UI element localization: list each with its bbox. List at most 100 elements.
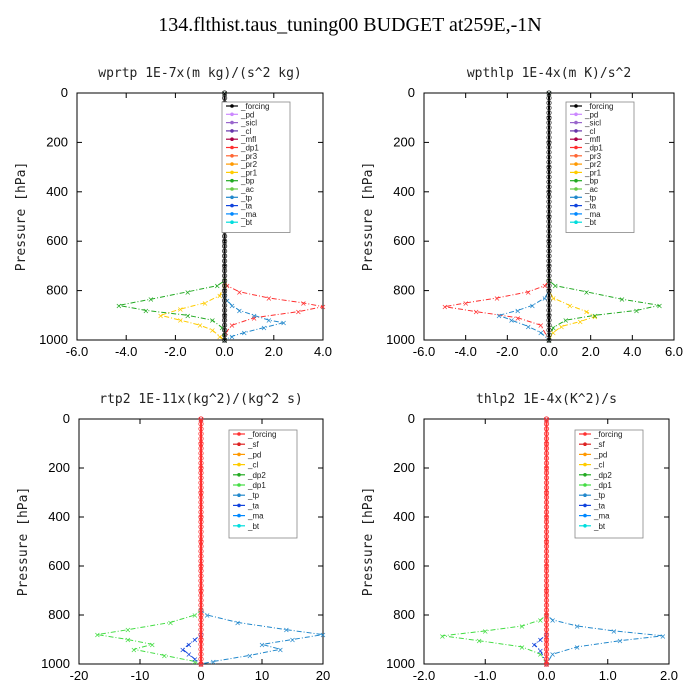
legend-marker bbox=[574, 104, 578, 108]
legend-entry: _pr2 bbox=[240, 160, 258, 169]
data-point-marker: × bbox=[537, 321, 544, 330]
data-point-marker: × bbox=[219, 324, 226, 333]
zero-line-marker bbox=[198, 578, 204, 584]
y-tick-label: 0 bbox=[61, 85, 68, 100]
legend-marker bbox=[574, 212, 578, 216]
zero-line-marker bbox=[198, 587, 204, 594]
x-tick-label: -1.0 bbox=[474, 668, 496, 683]
zero-line-marker bbox=[222, 248, 228, 254]
legend-entry: _sf bbox=[593, 440, 605, 449]
legend-entry: _pd bbox=[593, 450, 607, 459]
zero-line-marker bbox=[222, 273, 228, 279]
zero-line-marker bbox=[543, 631, 550, 638]
data-point-marker: × bbox=[439, 632, 446, 641]
data-point-marker: × bbox=[619, 295, 626, 304]
data-point-marker: × bbox=[583, 308, 590, 317]
data-point-marker: × bbox=[558, 322, 565, 331]
legend-marker bbox=[230, 129, 234, 133]
zero-line-marker bbox=[546, 332, 552, 338]
series-line-dp1 bbox=[442, 419, 547, 665]
zero-line-marker bbox=[546, 253, 552, 259]
data-point-marker: × bbox=[300, 299, 307, 308]
data-point-marker: × bbox=[198, 415, 205, 424]
zero-line-marker bbox=[222, 278, 228, 284]
legend-marker bbox=[237, 513, 241, 518]
zero-line-marker bbox=[543, 543, 550, 550]
zero-line-marker bbox=[543, 435, 550, 442]
zero-line-marker bbox=[198, 651, 204, 657]
zero-line-marker bbox=[543, 475, 550, 481]
data-point-marker: × bbox=[546, 287, 553, 296]
zero-line-marker bbox=[546, 169, 552, 175]
legend-entry: _bp bbox=[240, 177, 255, 186]
series-line-dp1 bbox=[444, 93, 550, 341]
series-line-ta bbox=[181, 419, 202, 665]
data-point-marker: × bbox=[550, 294, 557, 303]
legend-marker bbox=[230, 137, 234, 141]
data-point-marker: × bbox=[519, 643, 526, 652]
data-point-marker: × bbox=[198, 660, 205, 669]
data-point-marker: × bbox=[633, 306, 640, 315]
y-tick-label: 0 bbox=[408, 85, 415, 100]
y-tick-label: 1000 bbox=[386, 332, 415, 347]
x-tick-label: -20 bbox=[70, 668, 89, 683]
data-point-marker: × bbox=[546, 237, 553, 246]
data-point-marker: × bbox=[221, 89, 228, 98]
legend-marker bbox=[574, 145, 578, 150]
legend-entry: _ma bbox=[240, 210, 257, 219]
zero-line-marker bbox=[198, 421, 204, 427]
legend-entry: _tp bbox=[593, 491, 606, 500]
zero-line-marker bbox=[546, 317, 552, 323]
zero-line-marker bbox=[543, 494, 550, 500]
figure-title: 134.flthist.taus_tuning00 BUDGET at259E,… bbox=[158, 14, 542, 36]
zero-line-marker bbox=[543, 519, 550, 525]
zero-line-marker bbox=[546, 95, 552, 101]
data-point-marker: × bbox=[543, 538, 550, 547]
y-tick-label: 200 bbox=[393, 134, 415, 149]
legend-entry: _dp2 bbox=[593, 471, 612, 480]
zero-line-marker bbox=[546, 174, 552, 180]
data-point-marker: × bbox=[543, 415, 550, 424]
y-tick-label: 400 bbox=[393, 184, 415, 199]
data-point-marker: × bbox=[229, 301, 236, 310]
zero-line-marker bbox=[546, 283, 552, 289]
y-tick-label: 600 bbox=[393, 558, 415, 573]
zero-line-marker bbox=[546, 213, 552, 220]
zero-line-marker bbox=[198, 636, 204, 643]
zero-line-marker bbox=[198, 445, 204, 451]
legend-marker bbox=[237, 503, 241, 508]
data-point-marker: × bbox=[549, 616, 556, 625]
zero-line-marker bbox=[198, 489, 204, 496]
series-line-bp bbox=[118, 93, 226, 341]
zero-line-marker bbox=[198, 460, 204, 466]
data-point-marker: × bbox=[537, 650, 544, 659]
zero-line-marker bbox=[546, 273, 552, 279]
x-tick-label: 4.0 bbox=[623, 344, 641, 359]
data-point-marker: × bbox=[441, 303, 448, 312]
zero-line-marker bbox=[198, 558, 204, 564]
legend-marker bbox=[574, 154, 578, 158]
data-point-marker: × bbox=[149, 640, 156, 649]
data-point-marker: × bbox=[320, 631, 327, 640]
data-point-marker: × bbox=[543, 562, 550, 571]
data-point-marker: × bbox=[577, 317, 584, 326]
y-tick-label: 600 bbox=[393, 233, 415, 248]
data-point-marker: × bbox=[185, 640, 192, 649]
legend-marker bbox=[237, 442, 241, 447]
zero-line-marker bbox=[546, 164, 552, 170]
zero-line-marker bbox=[543, 445, 550, 451]
x-tick-label: 1.0 bbox=[599, 668, 617, 683]
data-point-marker: × bbox=[660, 632, 667, 641]
zero-line-marker bbox=[546, 154, 552, 160]
zero-line-marker bbox=[546, 184, 552, 190]
legend-entry: _pr3 bbox=[240, 152, 258, 161]
zero-line-marker bbox=[198, 592, 204, 599]
legend-entry: _forcing bbox=[240, 102, 269, 111]
data-point-marker: × bbox=[251, 311, 258, 320]
data-point-marker: × bbox=[236, 288, 243, 297]
zero-line-marker bbox=[543, 431, 550, 437]
legend-entry: _dp1 bbox=[247, 481, 266, 490]
data-point-marker: × bbox=[562, 316, 569, 325]
zero-line-marker bbox=[222, 317, 228, 323]
legend-marker bbox=[230, 170, 234, 175]
